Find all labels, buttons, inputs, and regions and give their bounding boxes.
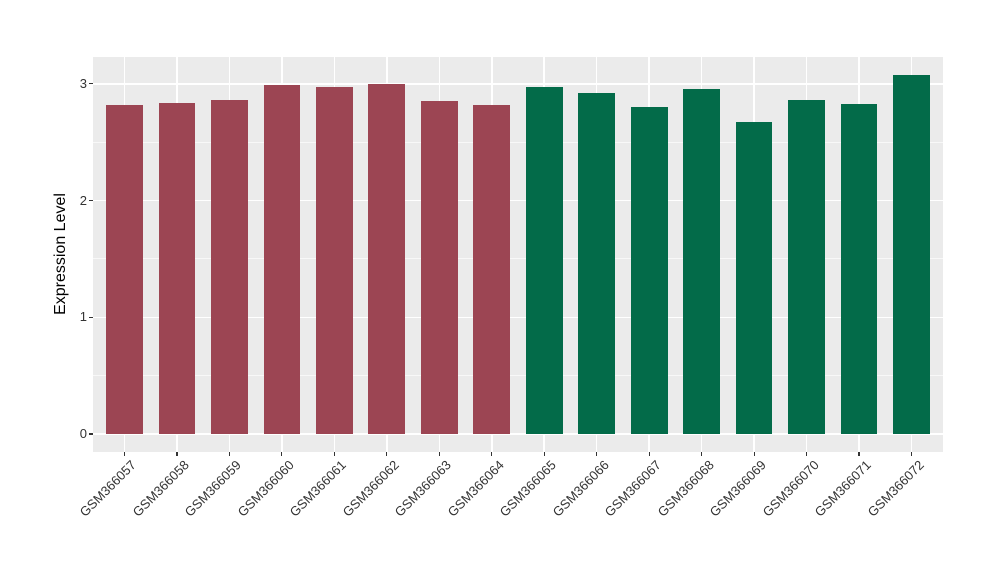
bar — [840, 103, 878, 434]
gridline-y-major — [93, 316, 943, 319]
y-tick-mark — [89, 433, 93, 435]
bar — [788, 100, 825, 434]
x-tick-mark — [228, 451, 230, 456]
x-tick-mark — [491, 451, 493, 456]
gridline-y-minor — [93, 258, 943, 260]
y-tick-label: 0 — [79, 425, 87, 441]
bar — [473, 104, 511, 434]
x-tick-mark — [438, 451, 440, 456]
gridline-y-major — [93, 83, 943, 85]
x-tick-mark — [910, 451, 913, 456]
x-tick-mark — [701, 451, 703, 456]
bar — [735, 122, 773, 434]
gridline-y-major — [93, 199, 943, 202]
y-tick-label: 3 — [79, 75, 87, 91]
bar — [263, 85, 301, 434]
x-tick-mark — [123, 451, 126, 456]
bar — [525, 87, 563, 434]
x-tick-label: GSM366072 — [864, 456, 927, 520]
plot-panel — [93, 57, 943, 452]
x-tick-mark — [858, 451, 860, 456]
bar — [683, 88, 720, 434]
x-tick-mark — [753, 451, 755, 456]
x-tick-mark — [596, 451, 598, 456]
bar — [106, 104, 143, 434]
x-tick-mark — [543, 451, 545, 456]
y-tick-mark — [89, 199, 93, 202]
x-tick-mark — [333, 451, 335, 456]
x-tick-mark — [648, 451, 650, 456]
x-tick-mark — [386, 451, 388, 456]
bar — [211, 100, 248, 434]
x-tick-mark — [176, 451, 178, 456]
y-axis-title: Expression Level — [46, 57, 76, 452]
y-tick-mark — [89, 83, 93, 85]
y-tick-label: 2 — [79, 192, 87, 208]
bar — [368, 83, 406, 434]
x-tick-mark — [281, 451, 283, 456]
y-tick-label: 1 — [79, 309, 87, 325]
bar — [578, 93, 616, 434]
gridline-y-minor — [93, 375, 943, 377]
bar — [158, 102, 196, 434]
x-tick-mark — [805, 451, 808, 456]
bar — [893, 74, 930, 434]
bar — [420, 101, 458, 434]
y-tick-mark — [89, 316, 93, 318]
gridline-y-minor — [93, 141, 943, 143]
bar — [630, 107, 668, 434]
y-axis-title-text: Expression Level — [52, 193, 69, 316]
gridline-y-major — [93, 433, 943, 435]
bar — [315, 87, 353, 434]
